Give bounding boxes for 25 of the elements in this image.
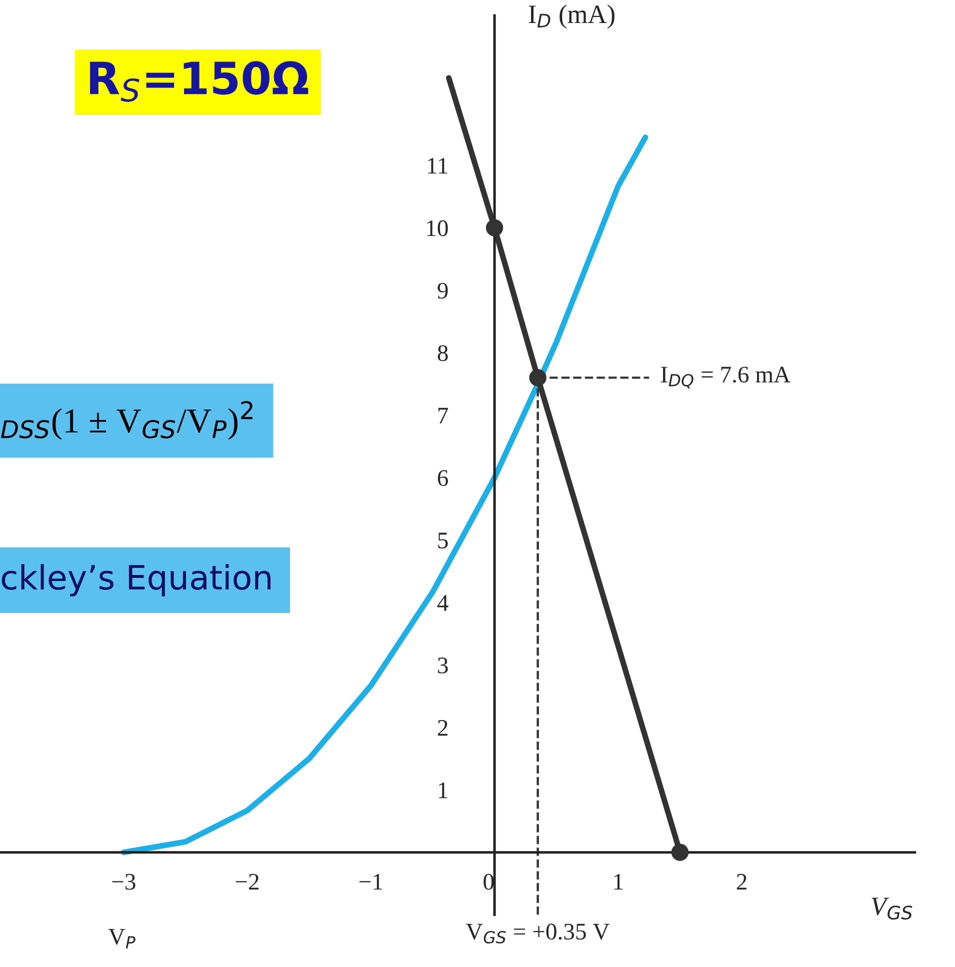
y-tick-label: 2 xyxy=(438,720,448,736)
x-tick-label: −1 xyxy=(360,874,382,890)
y-tick-label: 9 xyxy=(438,282,448,299)
text: R$_{S}$=150Ω xyxy=(90,61,308,102)
x-axis-title: V$_{GS}$ xyxy=(872,898,912,920)
y-axis-title: I$_{D}$ (mA) xyxy=(528,4,614,29)
annotation: V$_{GS}$ = +0.35 V xyxy=(466,924,610,944)
annotation: I$_{DQ}$ = 7.6 mA xyxy=(661,366,790,388)
x-tick-label: 1 xyxy=(614,874,623,890)
annotation: $_{DSS}$(1 ± V$_{GS}$/V$_{P}$)$^{2}$ xyxy=(0,401,252,440)
y-tick-label: 10 xyxy=(427,220,448,236)
y-tick-label: 8 xyxy=(438,345,448,362)
y-tick-label: 3 xyxy=(438,658,448,674)
x-tick-label: 0 xyxy=(484,874,494,890)
y-tick-label: 6 xyxy=(438,470,448,486)
text: V$_{P}$ xyxy=(108,928,136,948)
y-tick-label: 7 xyxy=(438,408,448,424)
annotation: ckley’s Equation xyxy=(2,564,270,596)
x-tick-label: −2 xyxy=(236,874,259,890)
y-tick-label: 4 xyxy=(437,595,448,611)
x-tick-label: −3 xyxy=(112,874,136,890)
x-tick-label: 2 xyxy=(736,874,746,890)
y-tick-label: 1 xyxy=(438,782,448,798)
y-tick-label: 11 xyxy=(428,158,448,174)
y-tick-label: 5 xyxy=(438,532,448,548)
